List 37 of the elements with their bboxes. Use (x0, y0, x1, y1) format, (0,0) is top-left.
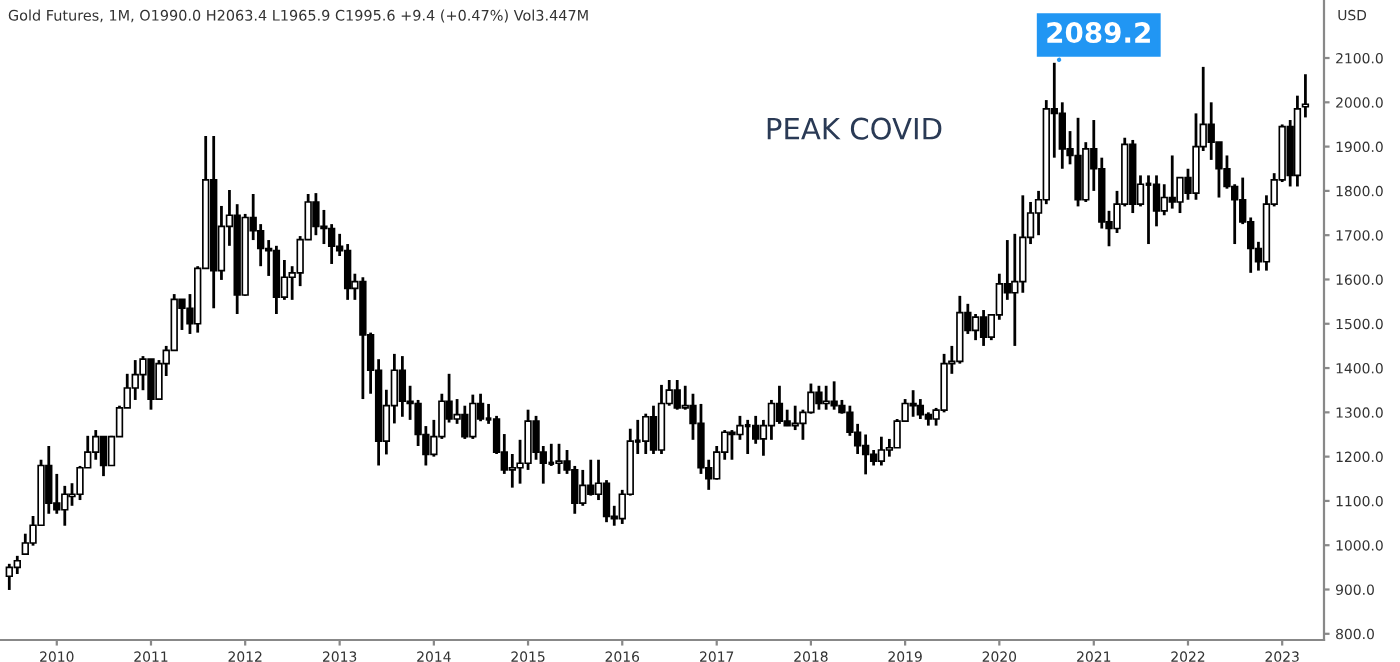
annotation: PEAK COVID (767, 117, 942, 140)
candlestick (916, 397, 925, 421)
candlestick (657, 383, 666, 456)
candlestick (272, 244, 281, 316)
candlestick (815, 384, 823, 412)
candlestick (728, 428, 736, 462)
candlestick (461, 404, 469, 441)
candlestick (312, 191, 320, 237)
candlestick (131, 358, 139, 402)
candlestick (673, 378, 681, 412)
candlestick (1168, 154, 1176, 210)
candlestick (280, 258, 289, 302)
candlestick (99, 435, 108, 478)
candlestick (555, 442, 563, 476)
candlestick (139, 354, 147, 392)
candlestick (5, 562, 13, 592)
candlestick (147, 357, 155, 412)
candlestick (775, 384, 784, 426)
candlestick (649, 404, 658, 456)
candlestick (469, 393, 477, 441)
candlestick (92, 428, 100, 462)
candlestick (979, 308, 988, 348)
candlestick (579, 468, 587, 508)
candlestick (909, 388, 917, 419)
candlestick (751, 414, 760, 446)
candlestick (822, 384, 830, 412)
candlestick (791, 404, 799, 432)
candlestick (398, 354, 407, 419)
candlestick (1207, 100, 1215, 162)
candlestick (343, 242, 352, 302)
candlestick (877, 435, 886, 467)
candlestick (642, 412, 650, 456)
candlestick (971, 312, 980, 342)
candlestick (587, 458, 595, 497)
annotation: 2089.2 (1047, 22, 1150, 44)
candlestick (830, 379, 838, 412)
candlestick (1074, 116, 1082, 208)
